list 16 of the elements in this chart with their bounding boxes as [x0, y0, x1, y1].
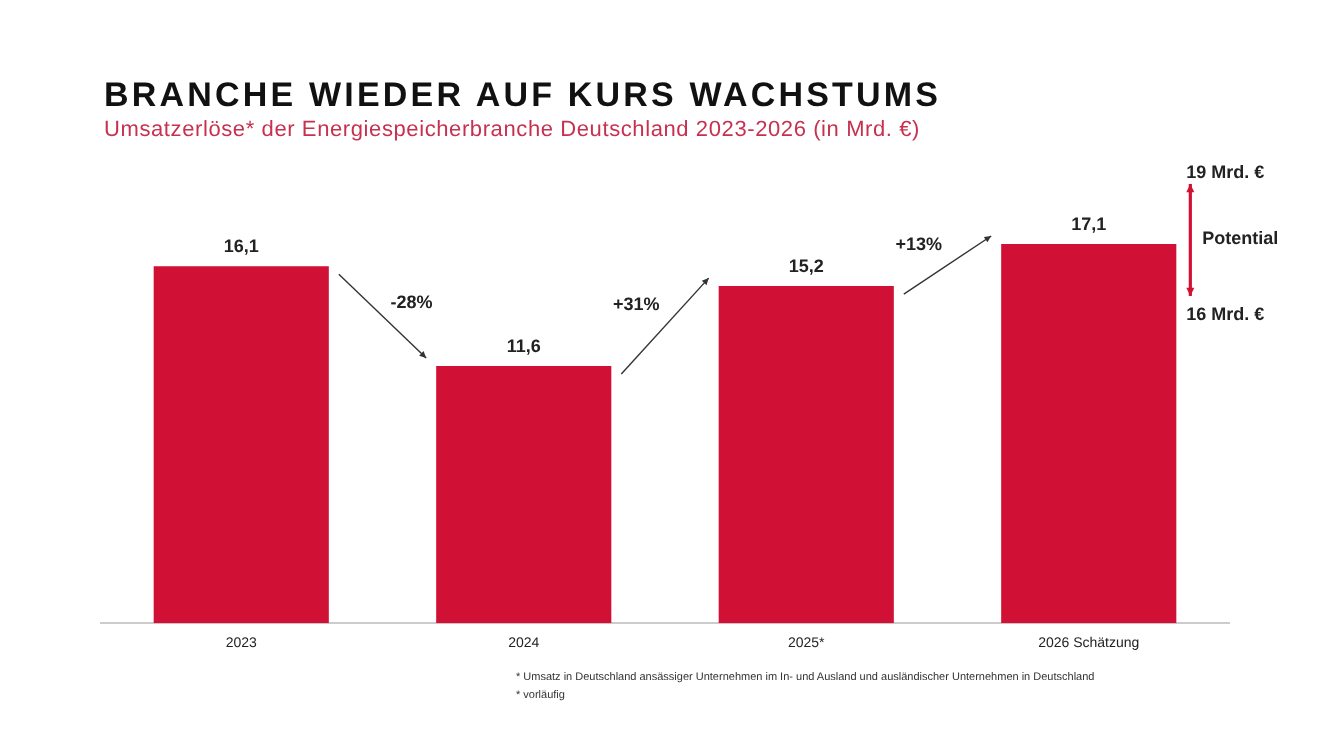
annotation: +13% [895, 233, 943, 253]
bar [436, 365, 612, 624]
data-label: 17,1 [1071, 213, 1107, 234]
annotation: 16 Mrd. € [1186, 303, 1265, 324]
annotation: -28% [390, 292, 433, 313]
annotation: Potential [1202, 227, 1279, 248]
bar [153, 266, 329, 624]
chart-subtitle: Umsatzerlöse* der Energiespeicherbranche Deutschland 2023-2026 (in Mrd. €) [104, 118, 921, 142]
annotation: +31% [613, 294, 660, 314]
bar [1001, 243, 1177, 624]
data-label: 16,1 [223, 236, 259, 257]
text: 19 Mrd. € [1186, 161, 1265, 182]
chart-title: BRANCHE WIEDER AUF KURS WACHSTUMS [104, 76, 942, 116]
bar [718, 286, 894, 624]
data-label: 15,2 [788, 256, 824, 277]
data-label: 11,6 [506, 335, 541, 356]
